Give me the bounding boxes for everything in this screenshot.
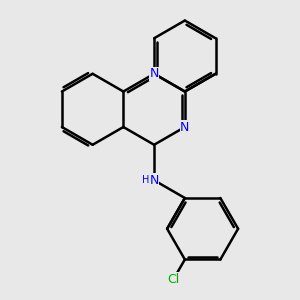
Text: H: H: [142, 175, 150, 184]
Text: Cl: Cl: [167, 273, 179, 286]
Text: N: N: [180, 121, 190, 134]
Text: N: N: [149, 174, 159, 187]
Text: N: N: [149, 67, 159, 80]
